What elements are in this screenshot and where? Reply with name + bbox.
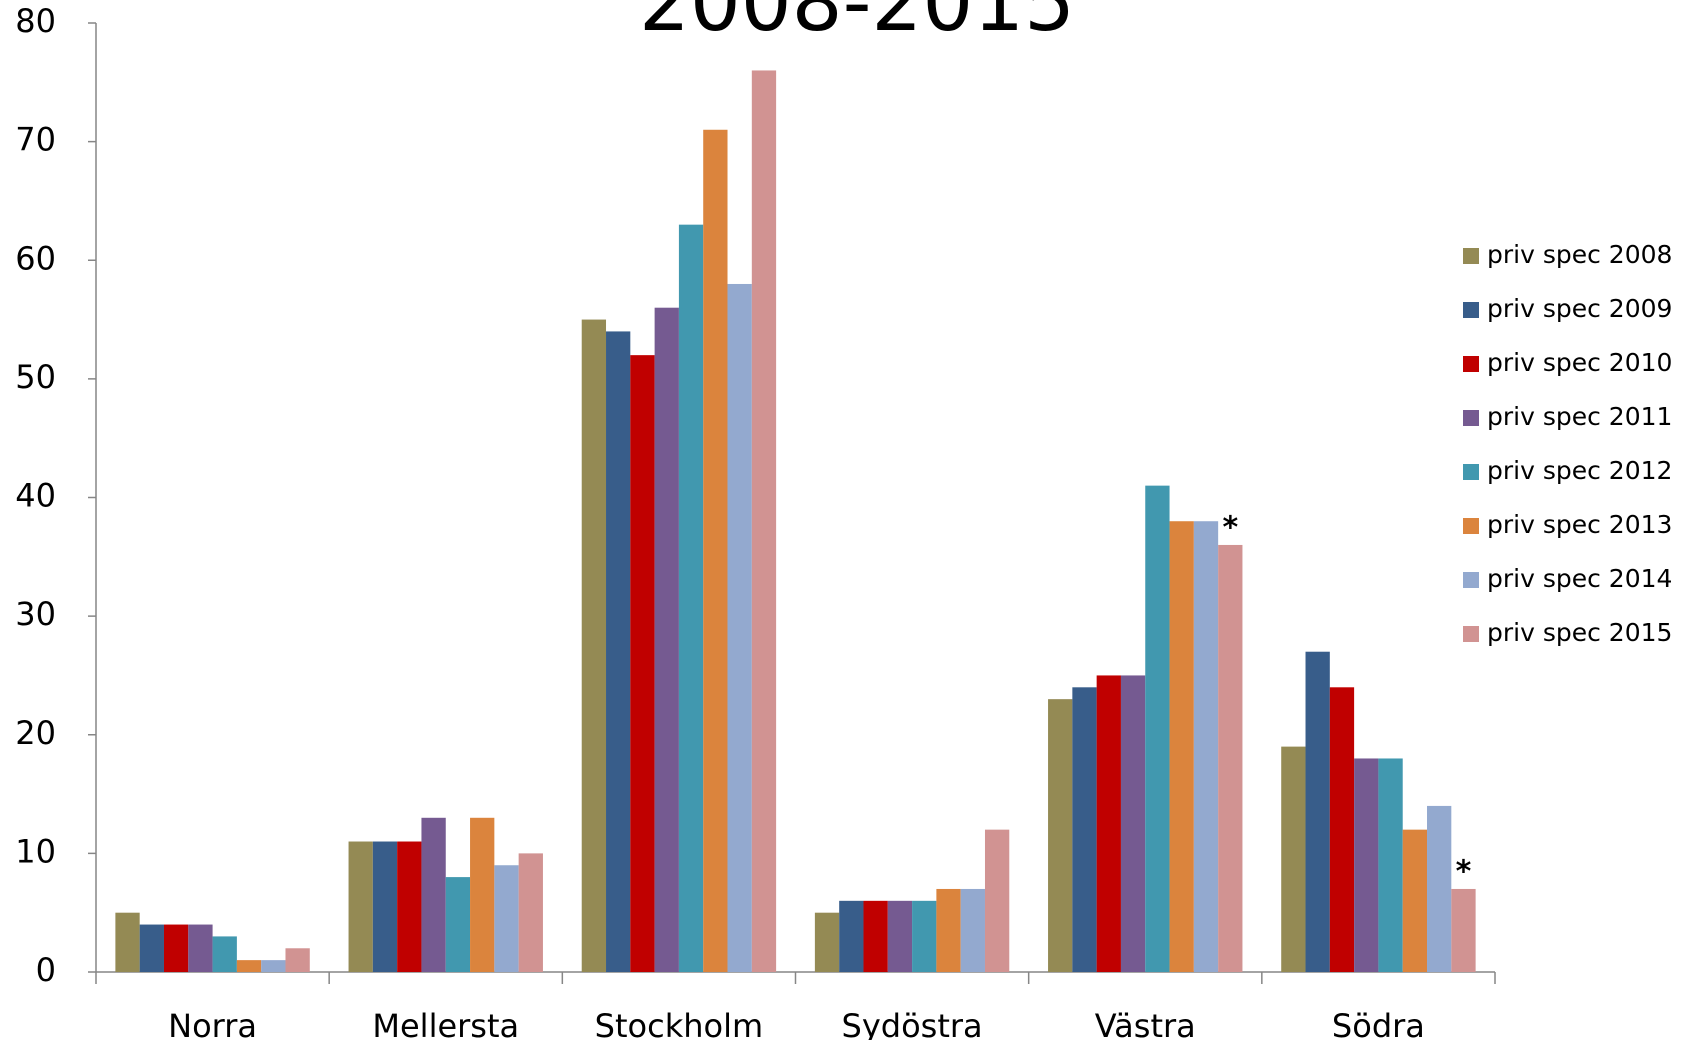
bar — [421, 817, 446, 972]
bar — [348, 841, 373, 972]
y-tick-label: 40 — [15, 477, 56, 515]
bar — [1145, 485, 1170, 972]
bar — [1120, 675, 1146, 972]
bar — [887, 900, 913, 972]
bar — [863, 900, 888, 972]
bar — [630, 355, 655, 972]
bar — [518, 853, 543, 972]
legend-swatch — [1463, 302, 1479, 318]
bar — [1329, 687, 1355, 972]
legend-swatch — [1463, 626, 1479, 642]
y-tick-label: 70 — [15, 121, 56, 159]
annotation: * — [1222, 510, 1238, 545]
legend-swatch — [1463, 518, 1479, 534]
y-tick-label: 20 — [15, 714, 56, 752]
bar — [984, 829, 1010, 972]
bar — [1427, 805, 1452, 972]
legend-swatch — [1463, 572, 1479, 588]
bar — [1402, 829, 1428, 972]
bar — [115, 912, 140, 972]
bar — [212, 936, 237, 972]
bar — [936, 888, 961, 972]
legend-swatch — [1463, 410, 1479, 426]
legend-swatch — [1463, 464, 1479, 480]
x-tick-label: Sydöstra — [842, 1007, 983, 1040]
bar — [1305, 651, 1330, 972]
legend-label: priv spec 2015 — [1487, 618, 1672, 647]
x-tick-label: Mellersta — [372, 1007, 519, 1040]
bar — [1281, 746, 1306, 972]
y-tick-label: 0 — [36, 951, 56, 989]
bar — [960, 888, 985, 972]
bar — [285, 948, 310, 972]
bar — [703, 129, 728, 972]
annotation: * — [1456, 854, 1472, 889]
legend-label: priv spec 2013 — [1487, 510, 1672, 539]
legend-label: priv spec 2009 — [1487, 294, 1672, 323]
bar — [1451, 888, 1476, 972]
bar — [581, 319, 607, 972]
bar — [678, 224, 704, 973]
legend-label: priv spec 2010 — [1487, 348, 1672, 377]
bar — [470, 817, 495, 972]
bar — [1096, 675, 1121, 972]
bar — [1354, 758, 1379, 972]
bar — [261, 960, 286, 972]
y-tick-label: 80 — [15, 2, 56, 40]
chart-title: 2008-2015 — [639, 0, 1075, 49]
bar — [1218, 544, 1243, 972]
bar — [814, 912, 840, 972]
bar — [372, 841, 398, 972]
legend-swatch — [1463, 356, 1479, 372]
y-tick-label: 30 — [15, 595, 56, 633]
legend-swatch — [1463, 248, 1479, 264]
bar — [1048, 699, 1073, 972]
bar — [606, 331, 631, 972]
y-tick-label: 60 — [15, 239, 56, 277]
bar — [1378, 758, 1403, 972]
bar — [1169, 521, 1194, 972]
legend-label: priv spec 2014 — [1487, 564, 1672, 593]
bar — [912, 900, 937, 972]
bar — [1193, 521, 1219, 972]
bar — [839, 900, 864, 972]
legend-label: priv spec 2012 — [1487, 456, 1672, 485]
legend-label: priv spec 2008 — [1487, 240, 1672, 269]
bar — [654, 307, 679, 972]
x-tick-label: Stockholm — [595, 1007, 763, 1040]
y-tick-label: 10 — [15, 832, 56, 870]
x-tick-label: Västra — [1095, 1007, 1196, 1040]
legend-label: priv spec 2011 — [1487, 402, 1672, 431]
bar — [188, 924, 213, 972]
x-tick-label: Norra — [168, 1007, 257, 1040]
bar — [163, 924, 189, 972]
bar — [236, 960, 262, 972]
bar — [397, 841, 422, 972]
bar — [445, 877, 471, 972]
bar — [494, 865, 519, 972]
x-tick-label: Södra — [1332, 1007, 1425, 1040]
bar — [751, 70, 777, 972]
bar — [727, 283, 752, 973]
bar — [1072, 687, 1097, 972]
y-tick-label: 50 — [15, 358, 56, 396]
bar — [139, 924, 164, 972]
